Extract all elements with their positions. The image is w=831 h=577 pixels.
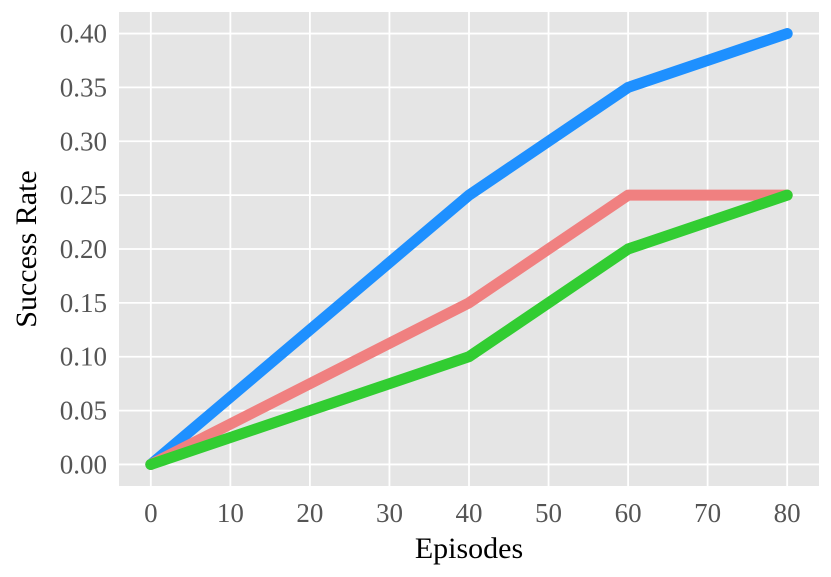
y-tick-label: 0.05 [60, 396, 107, 426]
y-tick-label: 0.00 [60, 449, 107, 479]
y-tick-label: 0.30 [60, 126, 107, 156]
y-tick-label: 0.40 [60, 19, 107, 49]
x-tick-label: 0 [144, 498, 158, 528]
x-tick-label: 50 [535, 498, 562, 528]
y-axis: 0.00 0.05 0.10 0.15 0.20 0.25 0.30 0.35 0.40 [60, 19, 107, 480]
x-axis-label: Episodes [415, 532, 523, 565]
y-axis-label: Success Rate [10, 170, 43, 327]
series-line-red [145, 189, 793, 470]
x-tick-label: 80 [774, 498, 801, 528]
x-tick-label: 30 [376, 498, 403, 528]
y-tick-label: 0.15 [60, 288, 107, 318]
series-line-blue [145, 28, 793, 470]
y-tick-label: 0.35 [60, 72, 107, 102]
y-tick-label: 0.10 [60, 342, 107, 372]
x-axis: 0 10 20 30 40 50 60 70 80 [144, 498, 801, 528]
y-tick-label: 0.25 [60, 180, 107, 210]
series-line-green [145, 189, 793, 470]
x-tick-label: 70 [694, 498, 721, 528]
x-tick-label: 20 [296, 498, 323, 528]
x-tick-label: 60 [615, 498, 642, 528]
x-tick-label: 10 [217, 498, 244, 528]
x-tick-label: 40 [456, 498, 483, 528]
y-tick-label: 0.20 [60, 234, 107, 264]
series-group [145, 28, 793, 470]
